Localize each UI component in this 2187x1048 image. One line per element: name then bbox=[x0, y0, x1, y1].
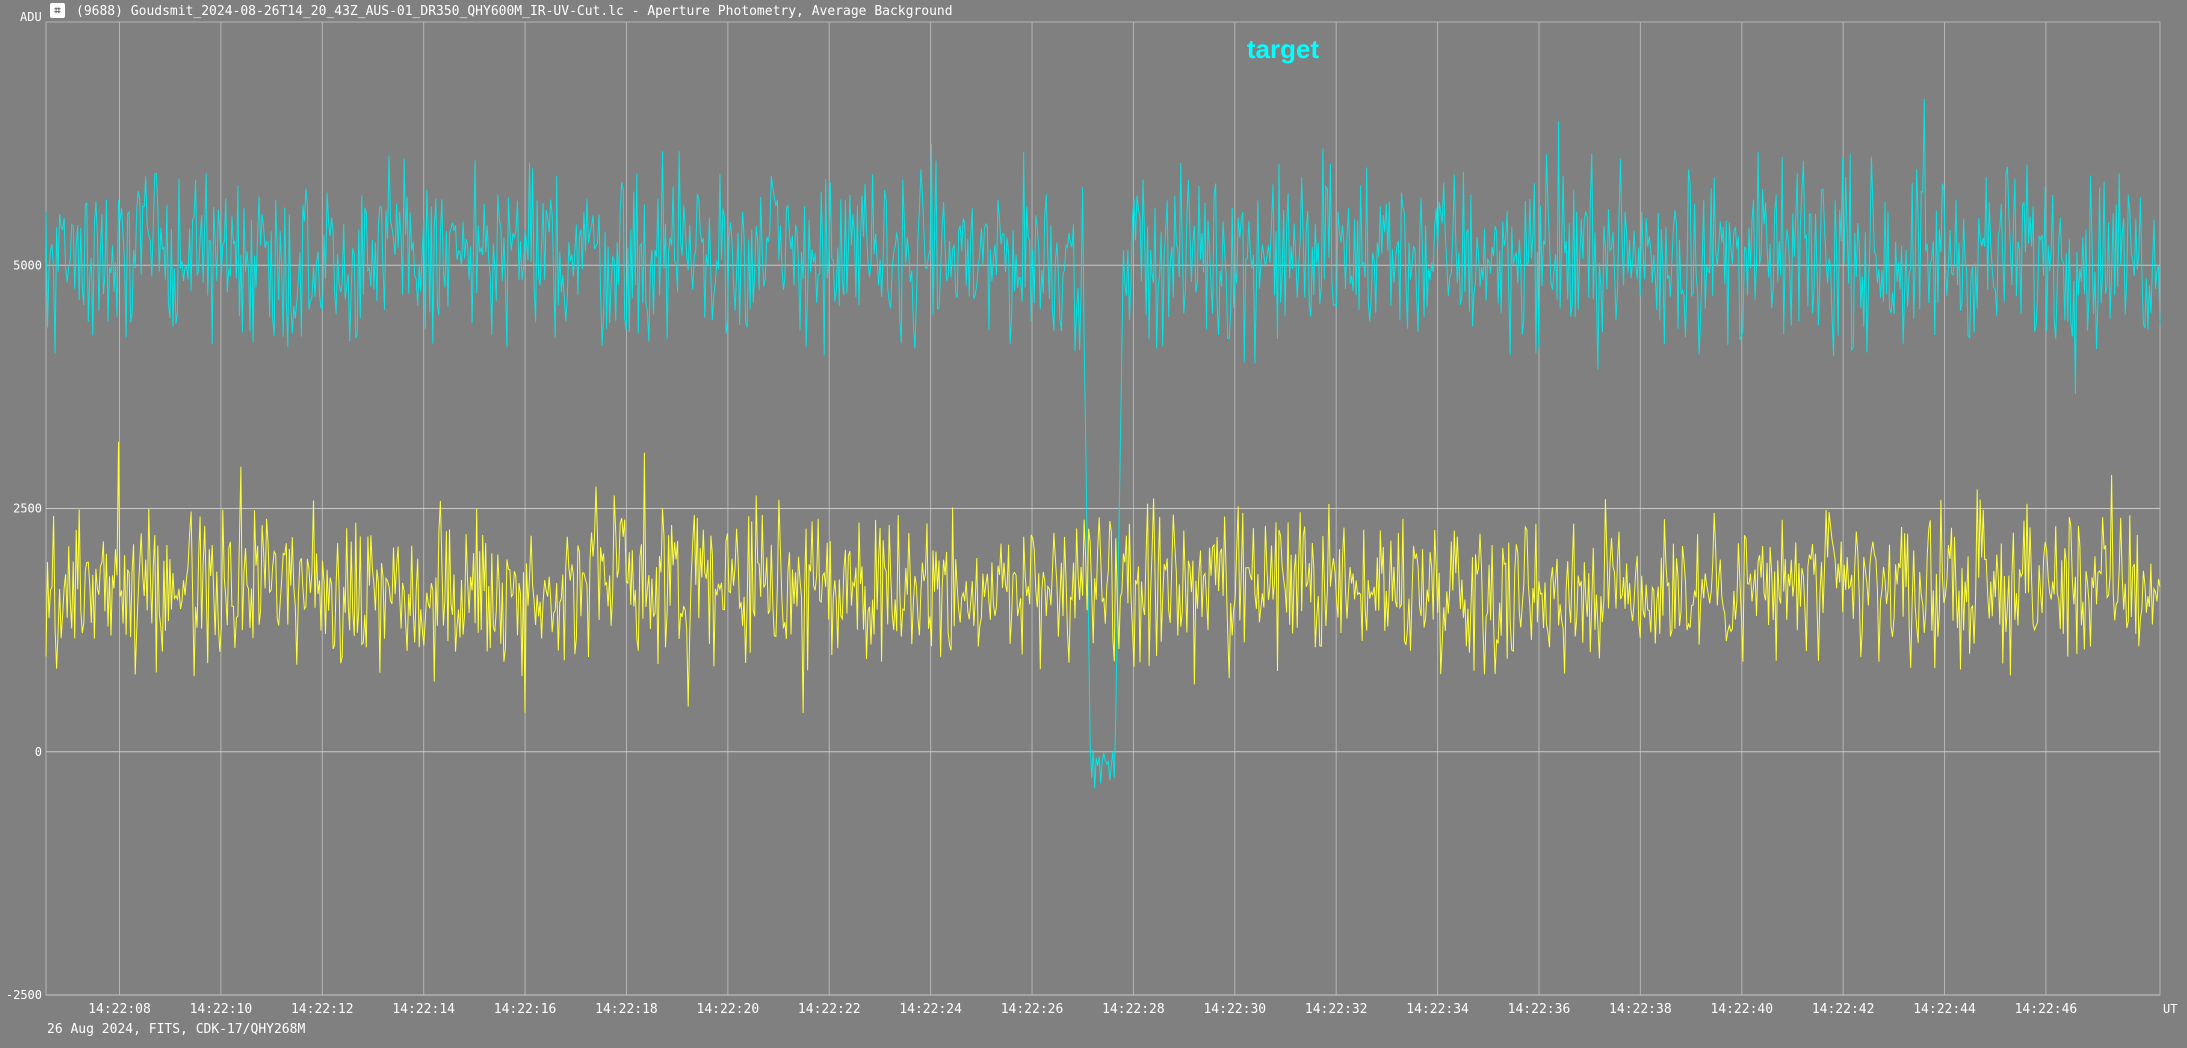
x-tick-label: 14:22:32 bbox=[1305, 1002, 1368, 1017]
x-tick-label: 14:22:12 bbox=[291, 1002, 354, 1017]
x-tick-label: 14:22:34 bbox=[1406, 1002, 1469, 1017]
x-tick-label: 14:22:42 bbox=[1812, 1002, 1875, 1017]
x-tick-label: 14:22:18 bbox=[595, 1002, 658, 1017]
y-tick-label: 0 bbox=[35, 745, 42, 759]
x-tick-label: 14:22:30 bbox=[1203, 1002, 1266, 1017]
x-tick-label: 14:22:08 bbox=[88, 1002, 151, 1017]
series-line bbox=[45, 441, 2161, 714]
series-line bbox=[45, 98, 2161, 789]
x-tick-label: 14:22:40 bbox=[1710, 1002, 1773, 1017]
x-tick-label: 14:22:46 bbox=[2015, 1002, 2078, 1017]
x-tick-label: 14:22:16 bbox=[494, 1002, 557, 1017]
x-tick-label: 14:22:44 bbox=[1913, 1002, 1976, 1017]
y-tick-label: -2500 bbox=[6, 988, 42, 1002]
y-axis-label: ADU bbox=[20, 10, 42, 24]
photometry-app-icon[interactable]: ⌗ bbox=[50, 3, 65, 18]
x-axis-label: UT bbox=[2163, 1002, 2177, 1016]
x-tick-label: 14:22:38 bbox=[1609, 1002, 1672, 1017]
x-tick-label: 14:22:20 bbox=[697, 1002, 760, 1017]
x-tick-label: 14:22:28 bbox=[1102, 1002, 1165, 1017]
x-tick-label: 14:22:10 bbox=[190, 1002, 253, 1017]
window-title: (9688) Goudsmit_2024-08-26T14_20_43Z_AUS… bbox=[76, 4, 953, 19]
y-tick-label: 2500 bbox=[13, 502, 42, 516]
observation-info: 26 Aug 2024, FITS, CDK-17/QHY268M bbox=[47, 1022, 306, 1037]
y-tick-label: 5000 bbox=[13, 258, 42, 272]
x-tick-label: 14:22:14 bbox=[392, 1002, 455, 1017]
x-tick-label: 14:22:26 bbox=[1001, 1002, 1064, 1017]
target-annotation: target bbox=[1247, 34, 1320, 64]
x-tick-label: 14:22:22 bbox=[798, 1002, 861, 1017]
title-bar: ⌗ (9688) Goudsmit_2024-08-26T14_20_43Z_A… bbox=[0, 0, 2187, 22]
x-tick-label: 14:22:36 bbox=[1508, 1002, 1571, 1017]
x-tick-label: 14:22:24 bbox=[899, 1002, 962, 1017]
